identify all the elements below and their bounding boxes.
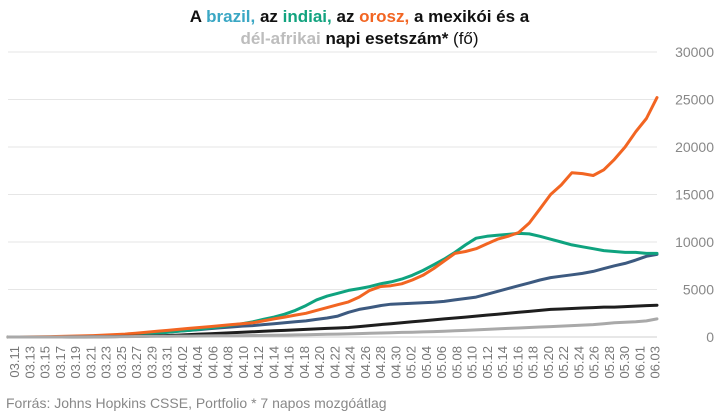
x-tick-label: 04.08 (221, 346, 236, 379)
chart-title: A brazil, az indiai, az orosz, a mexikói… (0, 6, 719, 50)
y-tick-label: 0 (706, 329, 714, 345)
y-tick-label: 30000 (675, 44, 714, 60)
x-tick-label: 04.12 (251, 346, 266, 379)
x-tick-label: 04.24 (343, 346, 358, 379)
x-tick-label: 04.14 (266, 346, 281, 379)
x-tick-label: 03.27 (129, 346, 144, 379)
x-tick-label: 05.06 (434, 346, 449, 379)
series-line-india (6, 231, 659, 339)
title-unit: (fő) (448, 29, 479, 48)
title-india: indiai, (282, 7, 332, 26)
y-tick-label: 15000 (675, 187, 714, 203)
y-tick-label: 20000 (675, 139, 714, 155)
x-tick-label: 03.13 (22, 346, 37, 379)
x-tick-label: 05.14 (495, 346, 510, 379)
x-tick-label: 05.16 (510, 346, 525, 379)
x-tick-label: 03.21 (83, 346, 98, 379)
x-axis-ticks: 03.11 03.13 03.15 03.17 03.19 03.21 03.23 03.25… (7, 346, 663, 379)
x-tick-label: 03.31 (160, 346, 175, 379)
x-tick-label: 04.26 (358, 346, 373, 379)
series-lines (6, 96, 659, 339)
x-tick-label: 04.30 (388, 346, 403, 379)
title-orosz: orosz, (359, 7, 410, 26)
x-tick-label: 04.10 (236, 346, 251, 379)
x-tick-label: 05.24 (571, 346, 586, 379)
x-tick-label: 04.22 (327, 346, 342, 379)
x-tick-label: 04.20 (312, 346, 327, 379)
title-brazil: brazil, (206, 7, 256, 26)
x-tick-label: 06.03 (648, 346, 663, 379)
x-tick-label: 05.18 (526, 346, 541, 379)
x-tick-label: 04.06 (205, 346, 220, 379)
x-tick-label: 05.04 (419, 346, 434, 379)
x-tick-label: 06.01 (632, 346, 647, 379)
x-tick-label: 04.04 (190, 346, 205, 379)
x-tick-label: 05.30 (617, 346, 632, 379)
x-tick-label: 03.19 (68, 346, 83, 379)
title-part-3: az (331, 7, 360, 26)
x-tick-label: 04.16 (282, 346, 297, 379)
series-line-mexikoi (6, 303, 659, 339)
y-tick-label: 5000 (683, 282, 714, 298)
x-tick-label: 05.08 (449, 346, 464, 379)
title-part-5: napi esetszám* (320, 29, 449, 48)
title-part-2: az (255, 7, 283, 26)
x-tick-label: 04.18 (297, 346, 312, 379)
x-tick-label: 05.02 (404, 346, 419, 379)
x-tick-label: 05.10 (465, 346, 480, 379)
title-part-1: A (189, 7, 207, 26)
title-delafrikai: dél-afrikai (240, 29, 321, 48)
x-tick-label: 05.26 (587, 346, 602, 379)
x-tick-label: 05.22 (556, 346, 571, 379)
x-tick-label: 03.17 (53, 346, 68, 379)
x-tick-label: 04.28 (373, 346, 388, 379)
x-tick-label: 05.20 (541, 346, 556, 379)
series-line-orosz (6, 96, 659, 339)
x-tick-label: 03.25 (114, 346, 129, 379)
x-tick-label: 05.28 (602, 346, 617, 379)
series-line-delafrikai (6, 317, 659, 339)
x-tick-label: 04.02 (175, 346, 190, 379)
title-part-4: a mexikói és a (409, 7, 530, 26)
source-note: Forrás: Johns Hopkins CSSE, Portfolio * … (6, 395, 387, 411)
x-tick-label: 03.15 (38, 346, 53, 379)
x-tick-label: 03.11 (7, 346, 22, 378)
x-tick-label: 03.23 (99, 346, 114, 379)
y-axis-ticks: 0 5000 10000 15000 20000 25000 30000 (675, 44, 714, 345)
x-tick-label: 03.29 (144, 346, 159, 379)
x-tick-label: 05.12 (480, 346, 495, 379)
y-tick-label: 10000 (675, 234, 714, 250)
y-tick-label: 25000 (675, 92, 714, 108)
